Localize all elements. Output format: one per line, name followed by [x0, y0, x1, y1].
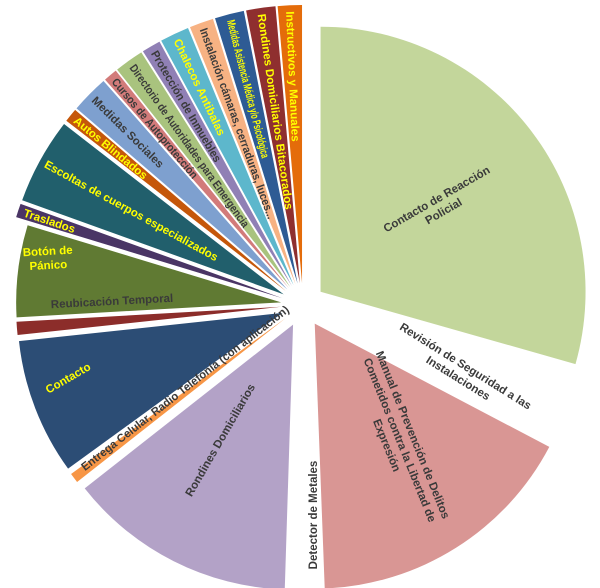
pie-slice	[215, 10, 298, 284]
slice-label: Botón dePánico	[22, 245, 73, 274]
pie-slice	[16, 225, 282, 318]
pie-slice	[323, 313, 579, 437]
pie-slice	[16, 306, 282, 336]
pie-slice	[117, 52, 291, 288]
pie-slice	[246, 6, 300, 284]
pie-slice	[294, 327, 313, 588]
pie-slice	[189, 18, 296, 285]
pie-slice	[18, 312, 283, 469]
pie-slices	[16, 5, 586, 588]
pie-slice	[66, 109, 286, 292]
slice-label: Instructivos y Manuales	[283, 11, 301, 142]
pie-slice	[105, 70, 289, 289]
pie-slice	[320, 26, 586, 365]
pie-slice	[161, 27, 294, 286]
pie-slice	[142, 41, 292, 287]
pie-slice	[314, 323, 550, 588]
slice-label: Detector de Metales	[308, 461, 320, 570]
pie-slice	[84, 324, 294, 588]
pie-slice	[76, 81, 288, 290]
pie-slice	[277, 5, 303, 284]
pie-slice	[22, 124, 284, 295]
pie-slice	[16, 203, 283, 299]
pie-slice	[71, 318, 286, 482]
